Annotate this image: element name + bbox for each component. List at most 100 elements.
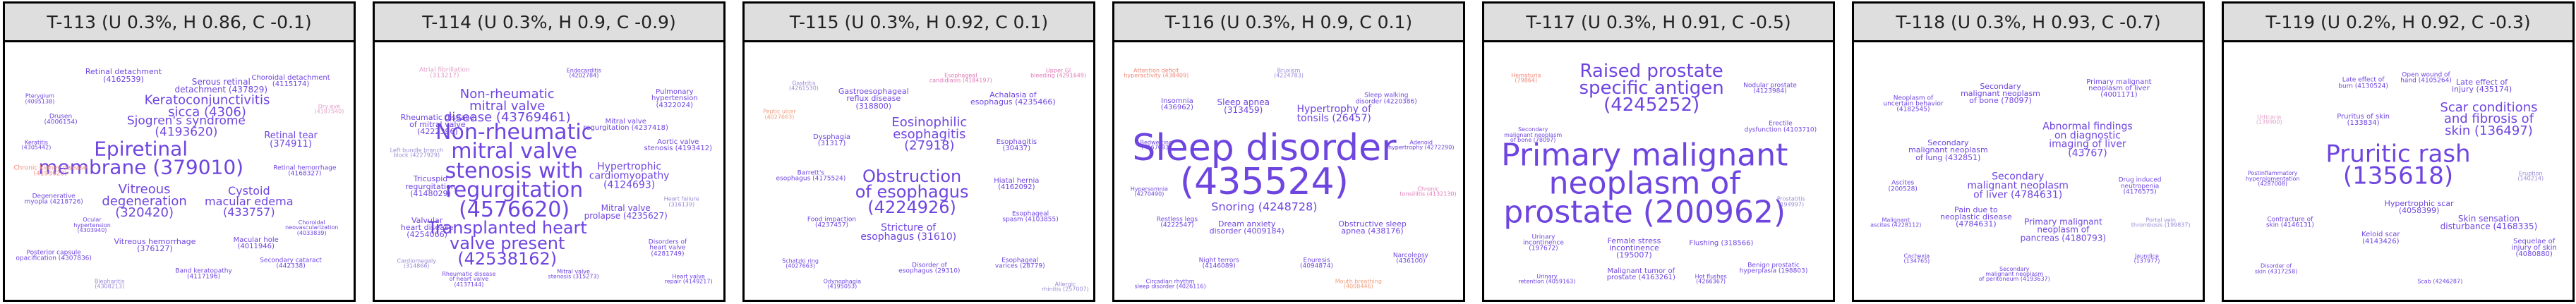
word-cloud-term: Stricture of esophagus (31610) [860,222,957,243]
topic-panel-title: T-115 (U 0.3%, H 0.92, C 0.1) [745,4,1093,42]
word-cloud-term: Aortic valve stenosis (4193412) [644,138,712,152]
word-cloud: Pruritic rash (135618) Scar conditions an… [2224,42,2572,300]
word-cloud-term: Tricuspid regurgitation (4148029) [405,174,456,198]
word-cloud: Epiretinal membrane (379010) Keratoconjun… [5,42,354,300]
word-cloud-term: Gastritis (4261530) [789,80,819,92]
word-cloud-term: Primary malignant neoplasm of prostate (… [1501,137,1788,230]
word-cloud-term: Choroidal detachment (4115174) [251,73,330,88]
word-cloud-term: Dry eye (4187540) [314,103,344,115]
word-cloud-term: Hypertrophic cardiomyopathy (4124693) [589,161,670,191]
word-cloud-term: Posterior capsule opacification (4307836… [16,249,92,262]
word-cloud-term: Abnormal findings on diagnostic imaging … [2042,120,2133,159]
word-cloud-term: Flushing (318566) [1689,239,1754,248]
word-cloud-term: Eosinophilic esophagitis (27918) [891,115,968,154]
word-cloud-term: Chronic kidney disease (4193620) [13,164,88,178]
word-cloud-term: Benign prostatic hyperplasia (198803) [1739,262,1808,276]
word-cloud-term: Hypertrophy of tonsils (26457) [1296,104,1371,125]
word-cloud-term: Sleep disorder (435524) [1132,127,1397,204]
word-cloud-term: Mouth breathing (4008446) [1335,278,1382,291]
word-cloud-term: Retinal tear (374911) [264,130,318,150]
word-cloud-term: Malignant tumor of prostate (4163261) [1606,267,1675,281]
word-cloud-term: Narcolepsy (436100) [1392,252,1428,265]
word-cloud: Sleep disorder (435524) Snoring (4248728)… [1114,42,1463,300]
word-cloud: Secondary malignant neoplasm of liver (4… [1854,42,2203,300]
word-cloud-term: Bruxism (4224783) [1274,67,1304,79]
word-cloud-term: Urinary incontinence (197672) [1523,233,1564,253]
word-cloud-term: Peptic ulcer (4027663) [763,108,796,121]
word-cloud-term: Night terrors (4146089) [1198,257,1239,270]
word-cloud-term: Primary malignant neoplasm of pancreas (… [2020,217,2107,243]
word-cloud-term: Esophagitis (30437) [996,138,1037,152]
word-cloud-term: Pulmonary hypertension (4322024) [651,88,698,109]
word-cloud-term: Erectile dysfunction (4103710) [1744,121,1817,134]
word-cloud-term: Contracture of skin (4146131) [2265,216,2314,229]
word-cloud-term: Scar conditions and fibrosis of skin (13… [2440,99,2538,138]
word-cloud-term: Secondary malignant neoplasm of bone (78… [1504,126,1563,144]
word-cloud-term: Non-rheumatic mitral valve stenosis with… [435,119,594,222]
topic-panel-title: T-119 (U 0.2%, H 0.92, C -0.3) [2224,4,2572,42]
word-cloud-term: Obstructive sleep apnea (438176) [1338,219,1407,236]
word-cloud-term: Late effect of burn (4130524) [2338,77,2388,90]
word-cloud-term: Raised prostate specific antigen (424525… [1579,60,1724,116]
word-cloud-term: Secondary malignant neoplasm of peritone… [1978,265,2050,283]
word-cloud-term: Snoring (4248728) [1211,200,1318,214]
word-cloud-term: Dream anxiety disorder (4009184) [1209,219,1284,236]
word-cloud-term: Pain due to neoplastic disease (4784631) [1940,205,2012,229]
word-cloud-term: Vitreous degeneration (320420) [102,182,187,221]
topic-panel-title: T-113 (U 0.3%, H 0.86, C -0.1) [5,4,354,42]
word-cloud-term: Pterygium (4095138) [25,92,55,105]
word-cloud-term: Esophageal spasm (4103855) [1002,210,1059,224]
word-cloud-term: Rheumatic disease of mitral valve (42223… [400,112,475,136]
word-cloud-term: Disorders of heart valve (4281749) [648,238,687,258]
word-cloud-term: Esophageal candidiasis (4184197) [929,72,992,85]
word-cloud-term: Malignant ascites (4228112) [1870,217,1922,229]
topic-panel-title: T-118 (U 0.3%, H 0.93, C -0.7) [1854,4,2203,42]
word-cloud-term: Serous retinal detachment (437829) [174,77,268,95]
word-cloud-term: Hypersomnia (4270490) [1130,186,1168,197]
word-cloud-term: Ascites (200528) [1888,180,1918,193]
word-cloud-term: Postinflammatory hyperpigmentation (4287… [2245,170,2300,188]
word-cloud-term: Drug induced neutropenia (4176575) [2118,176,2162,196]
word-cloud-term: Choroidal neovascularization (4033839) [285,219,339,236]
word-cloud-term: Mitral valve stenosis (315273) [548,268,599,280]
word-cloud-term: Keloid scar (4143426) [2361,231,2400,245]
word-cloud-term: Valvular heart disease (4254066) [400,215,454,239]
word-cloud-term: Urinary retention (4059163) [1518,273,1576,285]
word-cloud-term: Jaundice (137977) [2133,253,2160,265]
word-cloud-term: Hiatal hernia (4162092) [994,176,1040,191]
word-cloud-term: Mitral valve regurgitation (4237418) [583,117,668,132]
word-cloud-term: Enuresis (4094874) [1299,257,1334,270]
word-cloud-term: Neoplasm of uncertain behavior (4182545) [1883,95,1944,114]
word-cloud-term: Cystoid macular edema (433757) [205,184,294,219]
word-cloud-term: Portal vein thrombosis (199837) [2131,217,2191,229]
word-cloud-term: Barrett's esophagus (4175524) [776,169,846,183]
word-cloud-term: Retinal detachment (4162539) [85,67,162,84]
word-cloud-term: Secondary cataract (442338) [260,257,322,270]
word-cloud-term: Chronic tonsillitis (4132130) [1400,186,1457,197]
word-cloud-term: Non-rheumatic mitral valve disease (4376… [443,87,571,126]
word-cloud-term: Insomnia (436962) [1160,97,1193,111]
word-cloud-term: Secondary malignant neoplasm of liver (4… [1967,171,2069,201]
word-cloud-term: Food impaction (4237457) [807,216,857,229]
word-cloud-term: Degenerative myopia (4218726) [24,193,83,206]
word-cloud-term: Heart valve repair (4149217) [664,273,713,285]
word-cloud-term: Odynophagia (4195053) [823,278,861,291]
word-cloud-term: Achalasia of esophagus (4235466) [970,90,1056,107]
word-cloud-term: Late effect of injury (435174) [2451,77,2512,95]
word-cloud-term: Allergic rhinitis (257007) [1042,281,1089,293]
word-cloud-term: Obstruction of esophagus (4224926) [855,166,969,217]
word-cloud-term: Primary malignant neoplasm of liver (400… [2086,78,2152,99]
word-cloud-term: Keratitis (4305442) [21,139,52,151]
word-cloud-term: Restless legs (4222547) [1156,216,1198,229]
word-cloud-term: Heart failure (316139) [663,195,699,208]
word-cloud-term: Transplanted heart valve present (425381… [427,217,587,269]
word-cloud-term: Drusen (4006154) [44,113,78,126]
word-cloud-term: Pruritic rash (135618) [2325,140,2471,191]
word-cloud-term: Secondary malignant neoplasm of lung (43… [1908,138,1988,162]
word-cloud-term: Adenoid hypertrophy (4272290) [1388,139,1455,151]
topic-panel-title: T-116 (U 0.3%, H 0.9, C 0.1) [1114,4,1463,42]
word-cloud-term: Mitral valve prolapse (4235627) [584,202,668,221]
word-cloud-term: Schatzki ring (4027663) [782,257,819,269]
word-cloud-term: Sleep walking disorder (4220386) [1355,92,1417,106]
word-cloud-term: Upper GI bleeding (4291649) [1030,67,1087,79]
